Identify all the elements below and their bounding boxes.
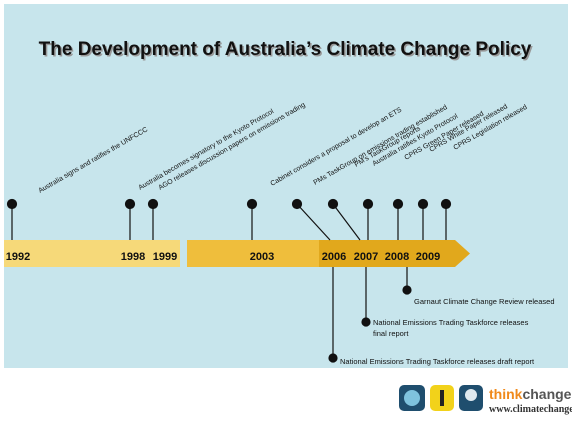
- logo-icon-detail: [465, 389, 477, 401]
- pin-head: [402, 285, 412, 295]
- pin-line: [296, 203, 331, 241]
- year-label: 1998: [121, 251, 145, 263]
- url: www.climatechange.gov.au: [489, 404, 572, 415]
- pin-head: [417, 198, 429, 210]
- brand: thinkchange: [489, 386, 572, 402]
- year-label: 2009: [416, 251, 440, 263]
- logo-icon-detail: [404, 390, 420, 406]
- pin-line: [332, 203, 361, 241]
- pin-head: [6, 198, 18, 210]
- year-label: 1992: [6, 251, 30, 263]
- pin-head: [328, 353, 338, 363]
- pin-head: [362, 198, 374, 210]
- panel: [4, 4, 568, 368]
- title: The Development of Australia’s Climate C…: [39, 39, 532, 60]
- pin-head: [246, 198, 258, 210]
- pin-head: [327, 198, 339, 210]
- event-label: final report: [373, 329, 409, 338]
- logo-icon-detail: [440, 390, 444, 406]
- band-arrow: [319, 240, 470, 267]
- year-label: 2003: [250, 251, 274, 263]
- pin-head: [291, 198, 303, 210]
- year-label: 2007: [354, 251, 378, 263]
- pin-head: [392, 198, 404, 210]
- year-label: 1999: [153, 251, 177, 263]
- event-label: National Emissions Trading Taskforce rel…: [340, 357, 535, 366]
- pin-head: [124, 198, 136, 210]
- year-label: 2006: [322, 251, 346, 263]
- event-label: Garnaut Climate Change Review released: [414, 297, 555, 306]
- pin-head: [440, 198, 452, 210]
- event-label: National Emissions Trading Taskforce rel…: [373, 318, 529, 327]
- year-label: 2008: [385, 251, 409, 263]
- band-segment: [187, 240, 319, 267]
- title-shadow: The Development of Australia’s Climate C…: [40, 41, 533, 62]
- pin-head: [361, 317, 371, 327]
- pin-head: [147, 198, 159, 210]
- band-segment: [4, 240, 180, 267]
